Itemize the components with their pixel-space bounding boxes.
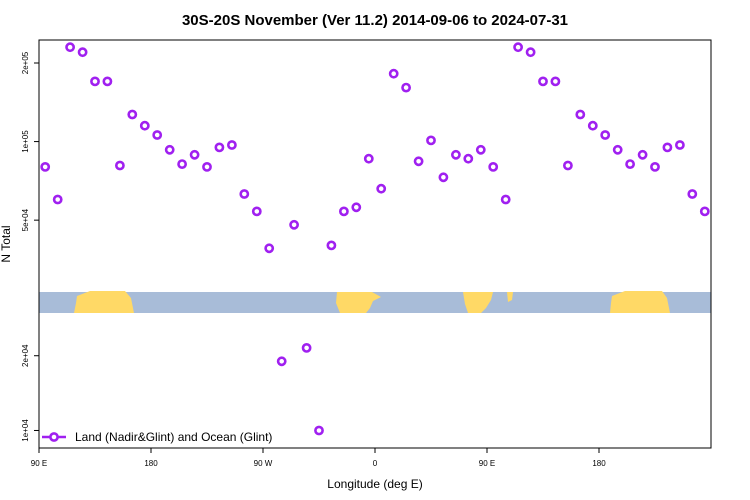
data-point: [276, 356, 287, 367]
x-tick-label: 180: [144, 459, 158, 468]
data-point: [363, 153, 374, 164]
data-point: [650, 161, 660, 172]
x-tick-label: 90 W: [254, 459, 273, 468]
chart-title: 30S-20S November (Ver 11.2) 2014-09-06 t…: [182, 12, 568, 29]
data-point: [251, 206, 262, 217]
legend-label: Land (Nadir&Glint) and Ocean (Glint): [75, 430, 272, 444]
data-point: [675, 140, 685, 150]
data-point: [687, 189, 698, 199]
legend-marker: [49, 432, 59, 442]
data-point: [226, 140, 237, 150]
data-point: [575, 109, 586, 120]
data-point: [563, 160, 573, 171]
x-tick-label: 180: [592, 459, 606, 468]
y-tick-label: 5e+04: [21, 208, 30, 231]
data-point: [426, 135, 436, 146]
data-point: [538, 76, 548, 87]
y-tick-label: 1e+04: [21, 419, 30, 442]
data-point: [314, 425, 324, 436]
data-point: [115, 160, 125, 171]
data-point: [600, 130, 611, 140]
data-point: [40, 161, 51, 172]
data-point: [488, 161, 499, 172]
data-point: [450, 149, 461, 160]
data-point: [264, 243, 275, 254]
y-tick-label: 1e+05: [21, 130, 30, 153]
land-africa: [463, 292, 493, 313]
data-point: [401, 82, 411, 93]
data-point: [413, 156, 424, 167]
legend: Land (Nadir&Glint) and Ocean (Glint): [42, 430, 272, 444]
data-point: [587, 120, 598, 131]
data-point: [152, 130, 163, 140]
data-point: [388, 68, 399, 79]
data-point: [326, 240, 337, 251]
map-ocean-band: [39, 292, 711, 313]
data-point: [90, 76, 100, 87]
y-tick-label: 2e+04: [21, 344, 30, 367]
data-point: [699, 206, 710, 217]
land-south-america: [336, 292, 381, 313]
data-point: [77, 47, 88, 58]
data-point: [637, 149, 648, 160]
data-point: [52, 194, 63, 205]
y-tick-label: 2e+05: [21, 51, 30, 74]
data-point: [127, 109, 138, 120]
data-point: [625, 159, 635, 169]
data-point: [202, 161, 212, 172]
data-point: [513, 42, 523, 53]
data-point: [500, 194, 511, 205]
y-axis-label: N Total: [0, 225, 13, 262]
data-point: [376, 183, 387, 194]
data-point: [139, 120, 150, 131]
land-australia: [74, 291, 134, 313]
data-point: [338, 206, 349, 217]
land-australia-repeat: [610, 291, 670, 313]
axes: 90 E 180 90 W 0 90 E 180 1e+04 2e+04 5e+04 1e+05 2…: [21, 51, 606, 468]
land-madagascar: [507, 292, 513, 302]
data-point: [214, 142, 225, 153]
x-axis-label: Longitude (deg E): [327, 477, 422, 491]
data-point: [239, 189, 250, 199]
data-point: [102, 76, 113, 87]
data-point: [65, 42, 75, 53]
data-point: [463, 153, 474, 164]
data-point: [189, 149, 200, 160]
data-point: [164, 144, 175, 155]
data-point: [662, 142, 673, 153]
x-tick-label: 90 E: [31, 459, 47, 468]
data-point: [550, 76, 561, 87]
data-point: [301, 342, 312, 353]
data-point: [525, 47, 536, 58]
data-point: [612, 144, 623, 155]
plot-frame: [38, 39, 712, 449]
data-point: [289, 219, 299, 230]
plot-area: [39, 42, 711, 436]
data-point: [351, 202, 362, 213]
data-point: [177, 159, 187, 169]
x-tick-label: 90 E: [479, 459, 495, 468]
data-point: [438, 172, 449, 183]
x-tick-label: 0: [373, 459, 378, 468]
data-point: [475, 144, 486, 155]
